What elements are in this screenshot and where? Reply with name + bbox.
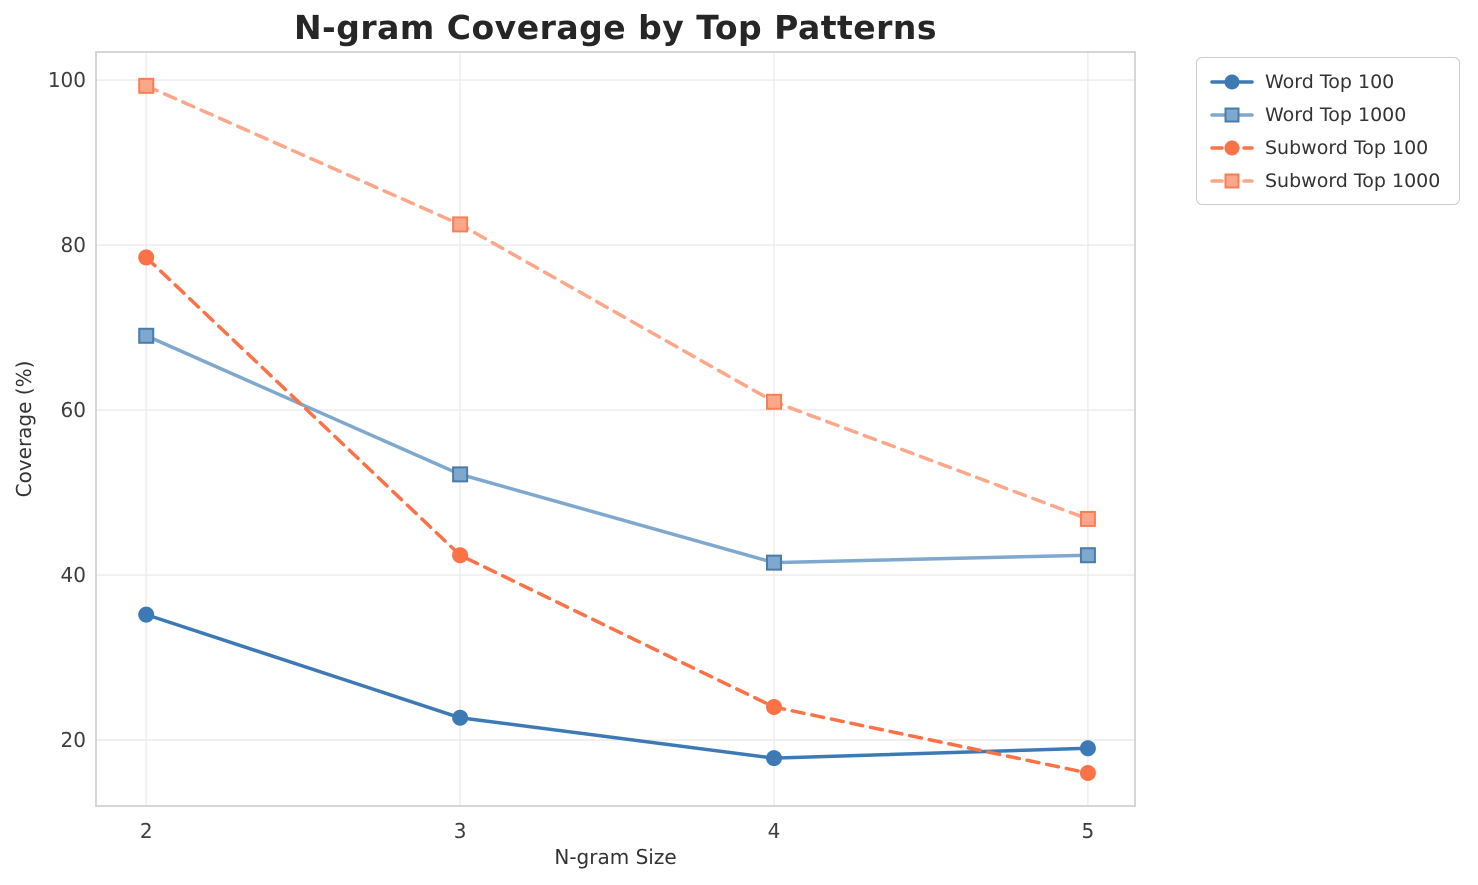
- marker-subword-top-1000: [452, 216, 469, 233]
- legend-label: Word Top 1000: [1265, 103, 1407, 126]
- series-line-word-top-1000: [144, 334, 1090, 565]
- legend-marker: [1224, 140, 1240, 155]
- legend-item-subword-top-1000: Subword Top 1000: [1209, 164, 1447, 197]
- legend-sample-subword-top-100: [1210, 140, 1254, 155]
- marker-word-top-1000: [1079, 547, 1096, 564]
- legend-item-word-top-100: Word Top 100: [1209, 65, 1447, 98]
- series-line-subword-top-1000: [144, 84, 1090, 521]
- marker-subword-top-100: [766, 699, 783, 716]
- x-tick-label: 5: [1082, 819, 1095, 843]
- x-axis-label: N-gram Size: [554, 845, 677, 869]
- legend-sample-word-top-1000: [1210, 107, 1254, 122]
- legend-sample-word-top-100: [1210, 74, 1254, 89]
- legend-label: Word Top 100: [1265, 70, 1395, 93]
- marker-subword-top-100: [138, 249, 155, 266]
- series-line-word-top-100: [144, 612, 1090, 760]
- marker-word-top-100: [766, 750, 783, 767]
- marker-word-top-1000: [138, 327, 155, 344]
- y-tick-label: 40: [61, 563, 86, 587]
- y-tick-label: 20: [61, 728, 86, 752]
- marker-subword-top-1000: [138, 77, 155, 94]
- legend-label: Subword Top 1000: [1265, 169, 1441, 192]
- y-tick-label: 60: [61, 398, 86, 422]
- chart-title: N-gram Coverage by Top Patterns: [293, 8, 938, 47]
- legend-sample-subword-top-1000: [1210, 173, 1254, 188]
- y-tick-label: 80: [61, 233, 86, 257]
- legend: Word Top 100 Word Top 1000 Subword Top 100…: [1196, 57, 1460, 205]
- marker-subword-top-1000: [766, 393, 783, 410]
- marker-word-top-100: [1079, 740, 1096, 757]
- legend-item-subword-top-100: Subword Top 100: [1209, 131, 1447, 164]
- marker-word-top-1000: [766, 554, 783, 571]
- marker-subword-top-100: [452, 547, 469, 564]
- legend-marker: [1224, 173, 1240, 188]
- marker-subword-top-100: [1079, 765, 1096, 782]
- legend-item-word-top-1000: Word Top 1000: [1209, 98, 1447, 131]
- x-tick-label: 3: [454, 819, 467, 843]
- marker-subword-top-1000: [1079, 510, 1096, 527]
- legend-marker: [1224, 107, 1240, 122]
- marker-word-top-1000: [452, 466, 469, 483]
- x-tick-label: 2: [140, 819, 153, 843]
- legend-label: Subword Top 100: [1265, 136, 1429, 159]
- legend-marker: [1224, 74, 1240, 89]
- plot-border: [95, 51, 1136, 807]
- y-axis-label: Coverage (%): [12, 360, 36, 498]
- marker-word-top-100: [452, 709, 469, 726]
- marker-word-top-100: [138, 606, 155, 623]
- x-tick-label: 4: [768, 819, 781, 843]
- series-line-subword-top-100: [144, 255, 1090, 775]
- y-tick-label: 100: [48, 68, 86, 92]
